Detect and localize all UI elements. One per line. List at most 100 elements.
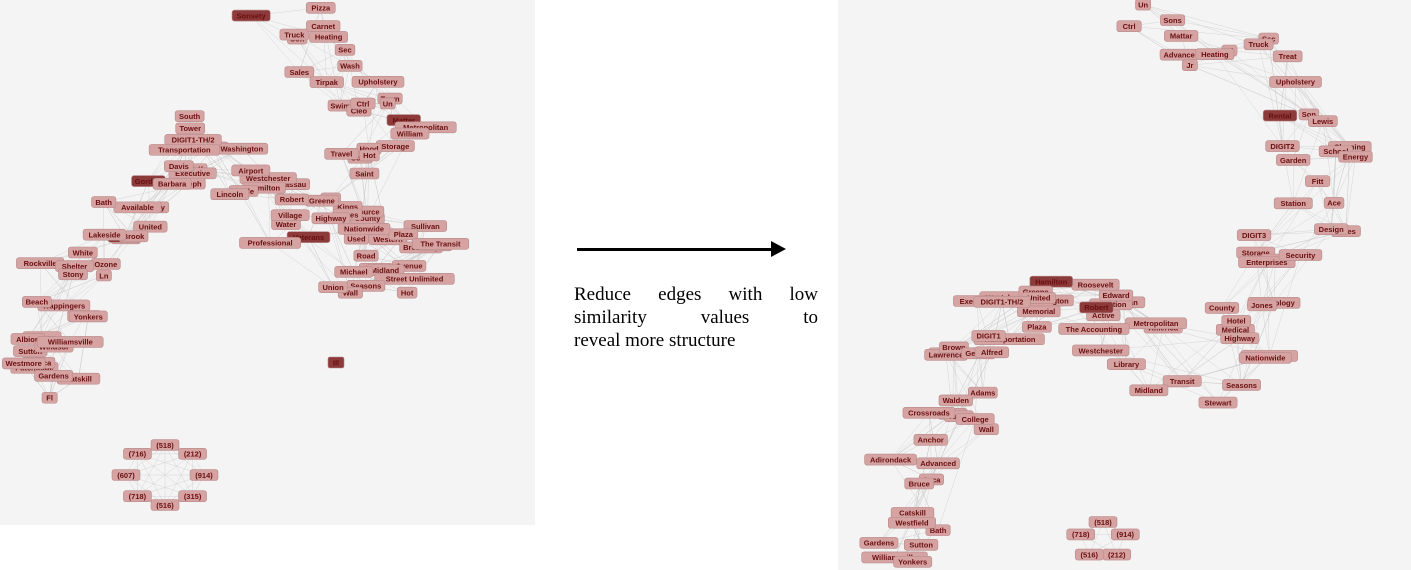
graph-node: Tower <box>175 122 206 135</box>
area-code-node-label: (718) <box>1072 530 1090 539</box>
graph-node: Jr <box>1181 59 1198 71</box>
graph-node-label: Garden <box>1280 156 1307 165</box>
graph-node-box <box>174 110 205 122</box>
graph-node-label: Available <box>121 203 154 212</box>
graph-edge <box>1126 327 1164 365</box>
graph-node-label: Greene <box>1023 287 1049 296</box>
graph-node-label: Hotel <box>1227 317 1246 326</box>
graph-node-label: Westfield <box>895 519 929 528</box>
graph-edge <box>250 15 327 83</box>
graph-node: Travel <box>324 148 359 160</box>
graph-edge <box>1258 44 1350 148</box>
graph-node-box <box>902 406 956 419</box>
area-code-node-label: (716) <box>129 450 147 459</box>
graph-node: Mattar <box>1164 30 1199 42</box>
graph-node-label: Metropolitan <box>403 123 448 132</box>
graph-node-box <box>1308 115 1338 127</box>
graph-node-box <box>1305 175 1331 187</box>
graph-node: Village <box>270 209 310 221</box>
graph-node: Barbara <box>152 178 192 190</box>
graph-node-box <box>1058 323 1130 335</box>
graph-node-label: Brook <box>123 232 145 241</box>
graph-node-label: Nationwide <box>1245 354 1285 363</box>
graph-node-box <box>95 269 112 282</box>
graph-node-label: Heating <box>315 33 343 42</box>
graph-node-box <box>311 212 351 225</box>
graph-node: Ozone <box>91 258 121 270</box>
graph-node-box <box>1116 20 1142 33</box>
graph-node: Highway <box>311 212 351 225</box>
graph-node-label: Mattar <box>392 116 415 125</box>
graph-node-label: Upholstery <box>1276 78 1316 87</box>
graph-node-box <box>1269 76 1322 88</box>
graph-node-label: Yonkers <box>898 558 927 567</box>
graph-edge <box>955 352 993 401</box>
graph-node-label: Hood <box>359 145 379 154</box>
graph-node-label: Library <box>1114 360 1140 369</box>
graph-node: Saint <box>349 167 380 180</box>
graph-node-box <box>1338 150 1373 163</box>
graph-edge <box>1268 38 1283 147</box>
graph-node-label: Seasons <box>1226 381 1257 390</box>
graph-node-box <box>359 149 380 162</box>
graph-node: Heating <box>1195 48 1235 60</box>
graph-node-label: Ctrl <box>1123 22 1136 31</box>
graph-node: Sons <box>1160 14 1186 26</box>
graph-node: Alfred <box>974 346 1009 359</box>
area-code-node-label: (518) <box>156 441 174 450</box>
graph-node: Greene <box>304 194 340 207</box>
area-code-node-box <box>1074 548 1104 561</box>
area-code-node-box <box>150 439 180 451</box>
graph-node: Seasons <box>1222 379 1261 391</box>
graph-node: Catskill <box>890 507 935 519</box>
graph-node: Hot <box>359 149 380 162</box>
graph-node: Westchester <box>1072 344 1130 357</box>
graph-edge <box>1295 81 1350 148</box>
graph-node: Lewis <box>1308 115 1338 127</box>
graph-node: Sutton <box>903 538 939 551</box>
graph-node-label: Crossroads <box>908 409 950 418</box>
graph-node-box <box>1181 59 1198 71</box>
graph-edge <box>137 453 193 497</box>
graph-node-box <box>968 386 998 399</box>
graph-node-label: Robert <box>280 195 305 204</box>
graph-node-label: United <box>1027 294 1051 303</box>
graph-node-box <box>955 413 995 425</box>
right-network-graph: AdvanceCtrlMattarUnBlSonsJrHeatingSecTru… <box>859 0 1373 568</box>
graph-edge <box>137 453 166 506</box>
graph-node-box <box>390 127 430 140</box>
graph-node-box <box>1239 352 1292 364</box>
graph-node: Treat <box>1272 50 1303 63</box>
area-code-node-box <box>1110 528 1140 541</box>
graph-node-box <box>175 122 206 135</box>
graph-edge <box>269 242 334 288</box>
graph-node: Bath <box>91 196 117 208</box>
graph-edge <box>1143 4 1269 39</box>
caption-line-3: reveal more structure <box>574 330 736 351</box>
graph-node-box <box>2 357 46 370</box>
area-code-node: (718) <box>1066 528 1096 541</box>
graph-node-box <box>68 246 98 259</box>
graph-node-label: Bath <box>930 526 947 535</box>
area-code-node: (914) <box>1110 528 1140 541</box>
graph-node-box <box>210 188 250 201</box>
graph-edge <box>137 444 166 497</box>
graph-node-label: Heating <box>1201 50 1229 59</box>
area-code-node: (716) <box>123 447 152 460</box>
graph-node: Street Unlimited <box>374 273 455 285</box>
graph-node-label: Plaza <box>394 230 414 239</box>
area-code-node-box <box>178 490 207 503</box>
graph-node-box <box>1314 223 1349 235</box>
graph-node: Hot <box>396 286 418 299</box>
graph-node-box <box>309 76 344 88</box>
graph-node-label: Ctrl <box>356 99 369 108</box>
graph-node-label: Sales <box>290 68 310 77</box>
graph-node: Davis <box>164 160 194 172</box>
graph-edge <box>1163 327 1242 386</box>
graph-node-label: Truck <box>1249 40 1270 49</box>
graph-node-label: School <box>1323 147 1348 156</box>
graph-node-box <box>1198 396 1238 409</box>
graph-node: Gardens <box>34 369 73 382</box>
graph-node-label: Tower <box>179 124 201 133</box>
area-code-node: (718) <box>123 490 152 503</box>
